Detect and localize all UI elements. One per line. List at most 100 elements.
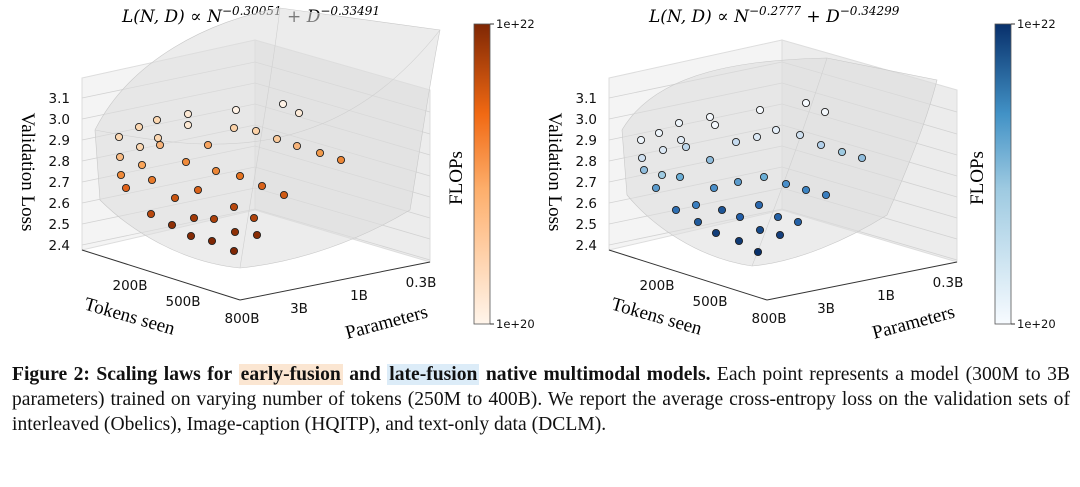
colorbar-early [473, 23, 491, 325]
data-point [857, 153, 867, 163]
data-point [170, 193, 180, 203]
colorbar-late [994, 23, 1012, 325]
data-points-early [114, 99, 346, 256]
caption-and: and [349, 364, 381, 385]
data-point [249, 213, 259, 223]
data-point [691, 200, 701, 210]
data-point [155, 140, 165, 150]
z-tick: 2.8 [49, 154, 70, 170]
z-tick: 2.5 [49, 217, 70, 233]
data-point [251, 126, 261, 136]
figure-caption: Figure 2: Scaling laws for early-fusion … [12, 362, 1070, 437]
data-point [167, 220, 177, 230]
data-point [146, 209, 156, 219]
fit-surface-late [621, 57, 938, 267]
data-point [152, 115, 162, 125]
exponent-n-late: −0.2777 [749, 4, 801, 18]
data-point [676, 135, 686, 145]
data-point [675, 172, 685, 182]
z-tick: 2.4 [49, 238, 70, 254]
y-tick: 3B [817, 301, 835, 317]
data-point [711, 228, 721, 238]
x-tick: 500B [692, 294, 727, 310]
x-tick: 200B [639, 278, 674, 294]
data-point [207, 236, 217, 246]
data-point [658, 145, 668, 155]
data-point [186, 231, 196, 241]
data-point [693, 217, 703, 227]
data-point [153, 133, 163, 143]
x-axis-label-early: Tokens seen [82, 294, 178, 340]
data-point [755, 225, 765, 235]
z-tick: 3.1 [49, 91, 70, 107]
caption-late-fusion: late-fusion [387, 364, 480, 385]
data-point [801, 98, 811, 108]
data-point [773, 212, 783, 222]
data-point [229, 246, 239, 256]
x-tick: 800B [224, 311, 259, 327]
z-ticks-late: 3.1 3.0 2.9 2.8 2.7 2.6 2.5 2.4 [576, 91, 597, 254]
data-point [705, 155, 715, 165]
z-axis-label-late: Validation Loss [544, 113, 565, 232]
colorbar-label-early: FLOPs [446, 151, 467, 205]
data-point [135, 142, 145, 152]
data-point [709, 183, 719, 193]
data-point [775, 230, 785, 240]
y-tick: 1B [350, 288, 368, 304]
data-point [203, 140, 213, 150]
z-tick: 2.8 [576, 154, 597, 170]
data-point [733, 177, 743, 187]
x-ticks-late: 200B 500B 800B [639, 278, 786, 327]
data-point [781, 179, 791, 189]
caption-early-fusion: early-fusion [238, 364, 343, 385]
figure: L(N, D) ∝ N−0.30051 + D−0.33491 3.1 3.0 … [17, 4, 1056, 344]
data-point [801, 185, 811, 195]
data-point [134, 122, 144, 132]
data-point [754, 200, 764, 210]
colorbar-min-late: 1e+20 [1017, 317, 1056, 331]
y-axis-label-early: Parameters [343, 302, 430, 344]
data-point [637, 153, 647, 163]
data-point [671, 205, 681, 215]
data-point [278, 99, 288, 109]
colorbar-max-early: 1e+22 [496, 17, 535, 31]
z-tick: 2.5 [576, 217, 597, 233]
caption-label: Figure 2: Scaling laws for [12, 364, 233, 385]
data-point [257, 181, 267, 191]
data-point [681, 142, 691, 152]
panel-early-fusion: L(N, D) ∝ N−0.30051 + D−0.33491 3.1 3.0 … [17, 4, 535, 344]
data-point [147, 175, 157, 185]
colorbar-label-late: FLOPs [967, 151, 988, 205]
y-ticks-late: 0.3B 1B 3B [817, 275, 963, 317]
exponent-d-early: −0.33491 [320, 4, 380, 18]
data-point [795, 130, 805, 140]
z-tick: 2.9 [576, 133, 597, 149]
data-point [114, 132, 124, 142]
data-point [639, 165, 649, 175]
y-ticks-early: 0.3B 1B 3B [290, 275, 436, 317]
z-tick: 2.6 [576, 196, 597, 212]
data-point [229, 123, 239, 133]
z-tick: 3.0 [576, 112, 597, 128]
z-tick: 2.6 [49, 196, 70, 212]
data-point [771, 125, 781, 135]
x-tick: 200B [112, 278, 147, 294]
data-point [717, 205, 727, 215]
data-point [705, 112, 715, 122]
y-tick: 0.3B [406, 275, 437, 291]
data-point [272, 134, 282, 144]
y-axis-label-late: Parameters [870, 302, 957, 344]
panel-title-late: L(N, D) ∝ N−0.2777 + D−0.34299 [648, 4, 900, 27]
data-point [734, 236, 744, 246]
y-tick: 0.3B [933, 275, 964, 291]
z-tick: 3.0 [49, 112, 70, 128]
data-point [816, 140, 826, 150]
data-point [336, 155, 346, 165]
z-tick: 2.9 [49, 133, 70, 149]
data-point [636, 135, 646, 145]
x-ticks-early: 200B 500B 800B [112, 278, 259, 327]
data-point [657, 170, 667, 180]
data-point [183, 120, 193, 130]
colorbar-max-late: 1e+22 [1017, 17, 1056, 31]
data-point [674, 118, 684, 128]
